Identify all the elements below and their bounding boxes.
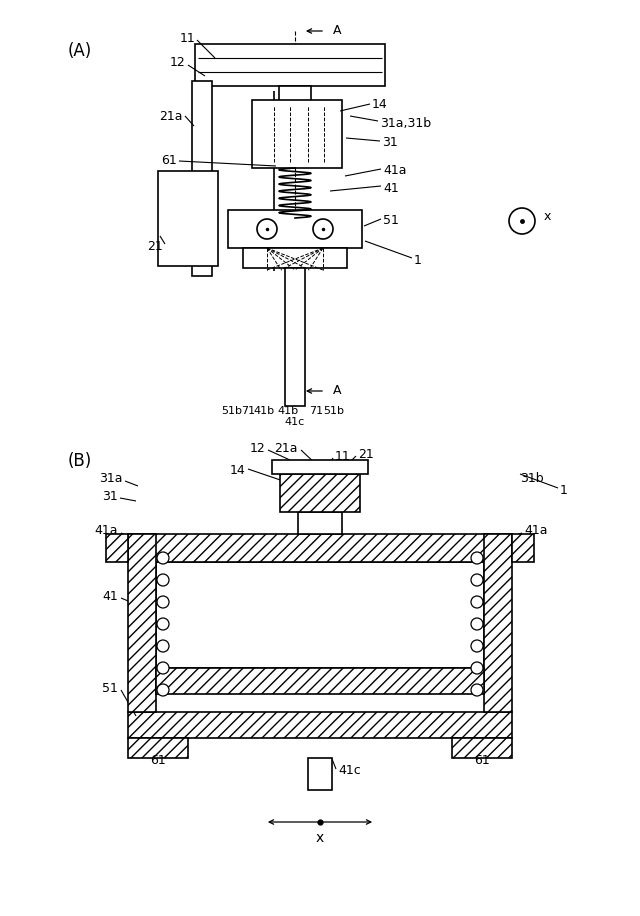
- Circle shape: [157, 684, 169, 696]
- Circle shape: [471, 596, 483, 608]
- Bar: [128, 712, 512, 738]
- Text: 11: 11: [335, 450, 351, 463]
- Circle shape: [157, 574, 169, 586]
- Text: 51: 51: [383, 214, 399, 227]
- Bar: [192, 81, 212, 276]
- Circle shape: [157, 662, 169, 674]
- Bar: [158, 171, 218, 266]
- Text: 31b: 31b: [520, 473, 543, 485]
- Text: 61: 61: [161, 155, 177, 168]
- Text: 12: 12: [169, 57, 185, 70]
- Bar: [106, 534, 128, 562]
- Circle shape: [471, 640, 483, 652]
- Bar: [228, 210, 362, 248]
- Text: 12: 12: [249, 442, 265, 454]
- Bar: [280, 474, 360, 512]
- Circle shape: [471, 662, 483, 674]
- Bar: [484, 534, 512, 712]
- Circle shape: [157, 640, 169, 652]
- Bar: [243, 248, 347, 268]
- Bar: [279, 86, 311, 161]
- Bar: [128, 534, 512, 562]
- Circle shape: [509, 208, 535, 234]
- Text: 51b: 51b: [221, 406, 243, 416]
- Text: 41a: 41a: [383, 165, 406, 178]
- Bar: [252, 100, 342, 168]
- Text: 41: 41: [102, 590, 118, 603]
- Circle shape: [157, 552, 169, 564]
- Text: 51b: 51b: [323, 406, 344, 416]
- Text: 51: 51: [102, 682, 118, 694]
- Text: 31a,31b: 31a,31b: [380, 116, 431, 129]
- Text: 11: 11: [179, 31, 195, 45]
- Text: 1: 1: [414, 255, 422, 267]
- Text: A: A: [333, 25, 341, 38]
- Text: 21: 21: [147, 239, 163, 253]
- Bar: [272, 460, 368, 474]
- Text: 41: 41: [383, 181, 399, 194]
- Text: 41a: 41a: [524, 525, 547, 538]
- Text: 41c: 41c: [338, 765, 361, 778]
- Text: 31a: 31a: [99, 473, 123, 485]
- Text: 21a: 21a: [159, 110, 183, 123]
- Bar: [308, 758, 332, 790]
- Text: A: A: [333, 385, 341, 398]
- Text: 21a: 21a: [275, 442, 298, 454]
- Text: 61: 61: [474, 755, 490, 768]
- Bar: [512, 534, 534, 562]
- Bar: [285, 268, 305, 406]
- Circle shape: [257, 219, 277, 239]
- Text: 71: 71: [309, 406, 323, 416]
- Text: (A): (A): [68, 42, 92, 60]
- Bar: [128, 738, 188, 758]
- Text: 41a: 41a: [95, 525, 118, 538]
- Text: 71: 71: [241, 406, 255, 416]
- Text: 41b: 41b: [253, 406, 275, 416]
- Text: (B): (B): [68, 452, 92, 470]
- Circle shape: [471, 574, 483, 586]
- Text: 41b: 41b: [277, 406, 299, 416]
- Bar: [156, 562, 484, 668]
- Text: x: x: [316, 831, 324, 845]
- Text: 21: 21: [358, 448, 374, 461]
- Bar: [452, 738, 512, 758]
- Text: 31: 31: [102, 489, 118, 503]
- Circle shape: [471, 552, 483, 564]
- Text: x: x: [544, 211, 552, 224]
- Circle shape: [313, 219, 333, 239]
- Text: 41c: 41c: [285, 417, 305, 427]
- Circle shape: [471, 618, 483, 630]
- Text: 14: 14: [372, 97, 388, 111]
- Circle shape: [157, 596, 169, 608]
- Bar: [195, 44, 385, 86]
- Text: 61: 61: [150, 755, 166, 768]
- Bar: [128, 534, 156, 712]
- Text: 31: 31: [382, 136, 397, 149]
- Bar: [156, 668, 484, 694]
- Circle shape: [471, 684, 483, 696]
- Circle shape: [157, 618, 169, 630]
- Text: 1: 1: [560, 485, 568, 497]
- Bar: [298, 512, 342, 534]
- Text: 14: 14: [229, 464, 245, 477]
